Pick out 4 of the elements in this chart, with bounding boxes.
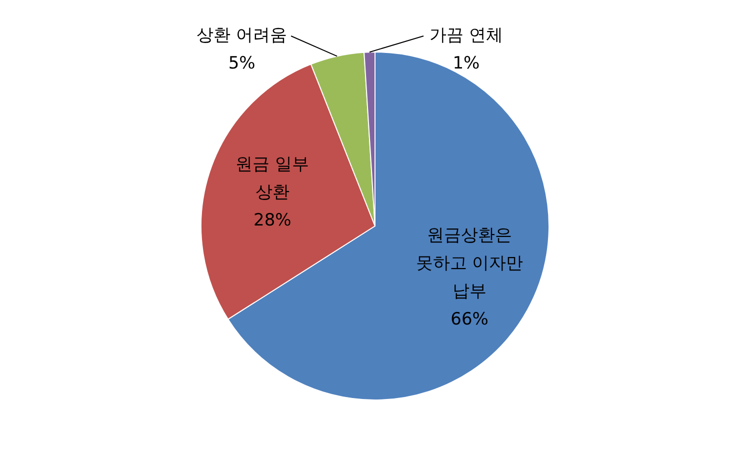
slice-label: 가끔 연체 <box>430 26 503 46</box>
slice-label: 원금상환은 못하고 이자만 납부 <box>416 226 524 302</box>
slice-label: 상환 어려움 <box>196 26 288 46</box>
slice-label: 원금 일부 상환 <box>236 154 310 202</box>
